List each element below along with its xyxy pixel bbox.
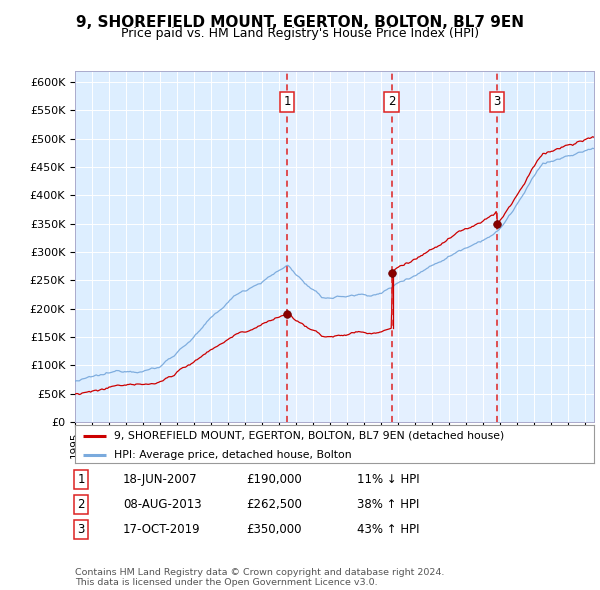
Text: Contains HM Land Registry data © Crown copyright and database right 2024.
This d: Contains HM Land Registry data © Crown c… <box>75 568 445 587</box>
Text: 3: 3 <box>77 523 85 536</box>
Text: 3: 3 <box>493 96 500 109</box>
Text: 2: 2 <box>388 96 395 109</box>
Text: 2: 2 <box>77 498 85 511</box>
Text: 08-AUG-2013: 08-AUG-2013 <box>123 498 202 511</box>
Text: £190,000: £190,000 <box>246 473 302 486</box>
Text: 9, SHOREFIELD MOUNT, EGERTON, BOLTON, BL7 9EN (detached house): 9, SHOREFIELD MOUNT, EGERTON, BOLTON, BL… <box>114 431 504 441</box>
Text: 17-OCT-2019: 17-OCT-2019 <box>123 523 200 536</box>
Bar <box>287 71 497 422</box>
Text: £350,000: £350,000 <box>246 523 302 536</box>
Text: HPI: Average price, detached house, Bolton: HPI: Average price, detached house, Bolt… <box>114 450 352 460</box>
Text: Price paid vs. HM Land Registry's House Price Index (HPI): Price paid vs. HM Land Registry's House … <box>121 27 479 40</box>
Text: 38% ↑ HPI: 38% ↑ HPI <box>357 498 419 511</box>
Text: 11% ↓ HPI: 11% ↓ HPI <box>357 473 419 486</box>
Text: £262,500: £262,500 <box>246 498 302 511</box>
Text: 43% ↑ HPI: 43% ↑ HPI <box>357 523 419 536</box>
Text: 1: 1 <box>283 96 291 109</box>
Text: 1: 1 <box>77 473 85 486</box>
Text: 9, SHOREFIELD MOUNT, EGERTON, BOLTON, BL7 9EN: 9, SHOREFIELD MOUNT, EGERTON, BOLTON, BL… <box>76 15 524 30</box>
Text: 18-JUN-2007: 18-JUN-2007 <box>123 473 197 486</box>
